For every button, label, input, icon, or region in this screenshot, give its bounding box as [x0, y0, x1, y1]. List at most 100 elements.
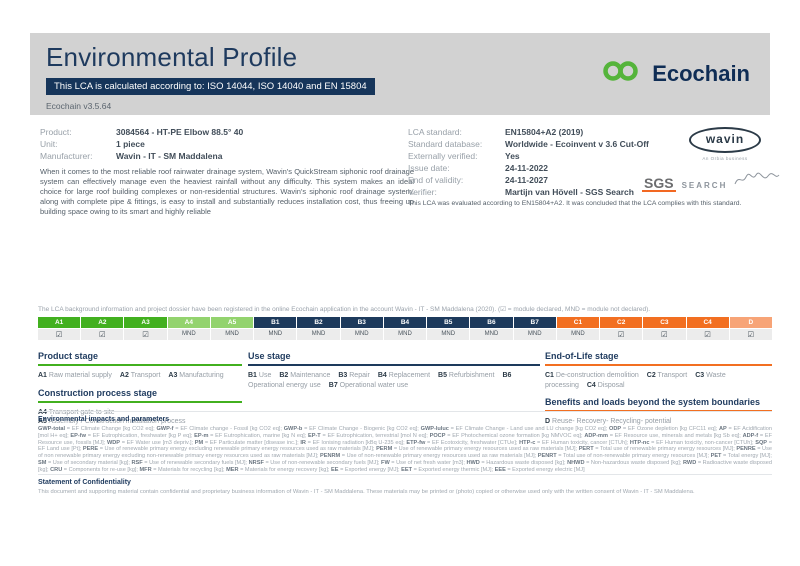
stage-items: C1 De-construction demolition C2 Transpor…	[545, 371, 772, 390]
module-status: ☑	[124, 329, 167, 340]
info-label: LCA standard:	[408, 127, 462, 137]
stage-title: End-of-Life stage	[545, 351, 772, 366]
stage-item-B6: B6 Operational energy use	[248, 372, 512, 389]
module-status: MND	[340, 329, 383, 340]
impact-code: AP	[718, 426, 727, 432]
info-label: Unit:	[40, 139, 58, 149]
module-status: MND	[254, 329, 297, 340]
sgs-wordmark: SGS	[642, 175, 676, 192]
impact-code: PENRE	[736, 446, 756, 453]
info-row: Standard database: Worldwide - Ecoinvent …	[408, 138, 688, 150]
module-status: ☑	[81, 329, 124, 340]
header-inner: Environmental Profile This LCA is calcul…	[30, 33, 770, 120]
impacts-title: Environmental impacts and parameters	[38, 416, 170, 423]
ecochain-logo: Ecochain	[602, 59, 750, 88]
impact-code: PERT	[578, 446, 594, 453]
stage-items: A4 Transport gate to site A5 Assembly / C…	[38, 408, 242, 427]
info-value: Yes	[505, 151, 520, 161]
impact-code: PENRT	[537, 453, 557, 460]
impact-code: PENRM	[320, 453, 341, 460]
app-version: Ecochain v3.5.64	[46, 101, 112, 111]
stage-title: Construction process stage	[38, 388, 242, 403]
impact-code: GWP-luluc	[420, 426, 449, 432]
impact-code: EP-m	[194, 432, 209, 439]
module-column-B2: B2 MND	[297, 317, 340, 340]
impact-code: CRU	[50, 466, 63, 473]
impact-code: ADP-mm	[584, 432, 608, 439]
impact-code: SQP	[755, 439, 768, 446]
sgs-search-logo: SGS SEARCH	[642, 171, 781, 192]
stage-item-A1: A1 Raw material supply	[38, 372, 112, 379]
info-label: Manufacturer:	[40, 151, 93, 161]
impact-code: RWD	[682, 459, 697, 466]
impact-code: ADP-f	[742, 432, 759, 439]
signature-icon	[733, 171, 781, 192]
stage-block: Product stage A1 Raw material supply A2 Tr…	[38, 351, 242, 381]
impact-code: PM	[194, 439, 204, 446]
module-header: D	[729, 317, 772, 328]
product-description: When it comes to the most reliable roof …	[40, 167, 414, 216]
impact-code: POCP	[429, 432, 446, 439]
info-row: Verifier: Martijn van Hövell - SGS Search	[408, 186, 688, 198]
stage-item-C4: C4 Disposal	[586, 381, 625, 389]
module-header: B4	[383, 317, 427, 328]
module-status: ☑	[643, 329, 686, 340]
module-column-A2: A2 ☑	[81, 317, 124, 340]
module-column-B5: B5 MND	[427, 317, 470, 340]
info-row: Manufacturer: Wavin - IT - SM Maddalena	[40, 150, 400, 162]
module-header: C2	[600, 317, 643, 328]
info-row: Issue date: 24-11-2022	[408, 162, 688, 174]
sgs-search-wordmark: SEARCH	[681, 181, 728, 190]
stage-items: B1 Use B2 Maintenance B3 Repair B4 Replacem…	[248, 371, 540, 390]
module-header: B7	[513, 317, 556, 328]
module-table: A1 ☑ A2 ☑ A3 ☑ A4 MND A5 MND B1 MND B2 MND B3 MND B4 MND B…	[38, 317, 772, 340]
impact-code: EE	[331, 466, 339, 473]
evaluation-statement: This LCA was evaluated according to EN15…	[408, 200, 742, 207]
stage-item-B4: B4 Replacement	[377, 372, 431, 379]
module-header: B2	[297, 317, 340, 328]
stage-item-B7: B7 Operational water use	[328, 381, 409, 389]
info-value: 24-11-2027	[505, 175, 549, 185]
stage-item-A2: A2 Transport	[119, 372, 161, 379]
module-status: MND	[556, 329, 600, 340]
impact-code: GWP-total	[38, 426, 66, 432]
module-status: ☑	[686, 329, 729, 340]
lca-standard-banner: This LCA is calculated according to: ISO…	[46, 78, 375, 95]
info-label: Verifier:	[408, 187, 437, 197]
confidentiality-title: Statement of Confidentiality	[38, 479, 131, 486]
stage-title: Use stage	[248, 351, 540, 366]
module-column-A5: A5 MND	[210, 317, 254, 340]
stage-block: End-of-Life stage C1 De-construction demo…	[545, 351, 772, 390]
info-label: End of validity:	[408, 175, 464, 185]
wavin-subtitle: An Orbia business	[702, 156, 748, 161]
info-value: Martijn van Hövell - SGS Search	[505, 187, 634, 197]
module-status: MND	[513, 329, 556, 340]
impact-code: IR	[300, 439, 306, 446]
impact-code: PERE	[82, 446, 99, 453]
info-row: Product: 3084564 - HT-PE Elbow 88.5° 40	[40, 126, 400, 138]
module-status: ☑	[600, 329, 643, 340]
module-column-B4: B4 MND	[383, 317, 427, 340]
module-column-C4: C4 ☑	[686, 317, 729, 340]
impact-code: NRSF	[248, 459, 264, 466]
product-info: Product: 3084564 - HT-PE Elbow 88.5° 40 Un…	[40, 126, 400, 162]
page-title: Environmental Profile	[46, 42, 298, 72]
impacts-section: Environmental impacts and parameters GWP…	[38, 411, 772, 474]
stage-block: Use stage B1 Use B2 Maintenance B3 Repair B4…	[248, 351, 540, 390]
stage-item-A3: A3 Manufacturing	[168, 372, 224, 379]
module-header: B3	[340, 317, 383, 328]
impact-code: EP-fw	[70, 432, 86, 439]
info-value: 24-11-2022	[505, 163, 549, 173]
stage-item-C2: C2 Transport	[646, 372, 688, 379]
impact-code: HTP-c	[519, 439, 536, 446]
stage-items: D Reuse- Recovery- Recycling- potential	[545, 417, 772, 427]
info-label: Issue date:	[408, 163, 450, 173]
impact-code: FW	[381, 459, 390, 466]
confidentiality-text: This document and supporting material co…	[38, 489, 695, 495]
impact-code: HTP-nc	[629, 439, 650, 446]
info-value: Worldwide - Ecoinvent v 3.6 Cut-Off	[505, 139, 649, 149]
module-column-C3: C3 ☑	[643, 317, 686, 340]
info-row: LCA standard: EN15804+A2 (2019)	[408, 126, 688, 138]
impact-code: HWD	[466, 459, 480, 466]
module-header: A4	[167, 317, 210, 328]
